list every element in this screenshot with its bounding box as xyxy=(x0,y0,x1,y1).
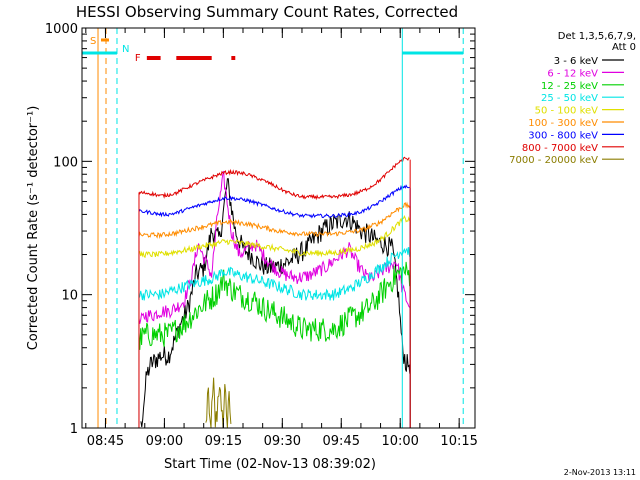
y-tick-label: 10 xyxy=(61,289,78,304)
legend-title: Det 1,3,5,6,7,9, xyxy=(558,31,636,42)
x-tick-label: 09:45 xyxy=(323,434,360,449)
series-line xyxy=(138,261,411,350)
saa-label: S xyxy=(90,36,96,47)
series-layer xyxy=(138,156,411,429)
chart-title: HESSI Observing Summary Count Rates, Cor… xyxy=(76,3,458,21)
series-line xyxy=(140,178,411,428)
series-line xyxy=(138,246,411,301)
y-tick-label: 100 xyxy=(53,155,78,170)
series-line xyxy=(138,215,411,259)
series-line xyxy=(138,184,410,219)
series-line xyxy=(138,201,411,240)
legend-label: 6 - 12 keV xyxy=(547,68,598,79)
x-axis: 08:45 09:00 09:15 09:30 09:45 10:00 10:15 xyxy=(85,28,478,449)
legend-label: 7000 - 20000 keV xyxy=(509,155,598,166)
series-line xyxy=(138,156,410,201)
x-tick-label: 09:30 xyxy=(264,434,301,449)
y-tick-label: 1000 xyxy=(45,22,78,37)
footer-date: 2-Nov-2013 13:11 xyxy=(564,468,636,477)
legend-label: 100 - 300 keV xyxy=(528,118,598,129)
x-tick-label: 10:00 xyxy=(381,434,418,449)
x-tick-label: 09:15 xyxy=(205,434,242,449)
legend-label: 12 - 25 keV xyxy=(541,81,598,92)
y-axis-label: Corrected Count Rate (s⁻¹ detector⁻¹) xyxy=(26,106,41,351)
legend-label: 50 - 100 keV xyxy=(535,106,599,117)
x-tick-label: 09:00 xyxy=(146,434,183,449)
legend-label: 25 - 50 keV xyxy=(541,93,598,104)
x-tick-label: 08:45 xyxy=(87,434,124,449)
y-tick-label: 1 xyxy=(70,422,78,437)
series-line xyxy=(205,377,232,429)
y-axis: 1 10 100 1000 xyxy=(45,22,475,437)
night-label: N xyxy=(122,44,129,55)
flare-label: F xyxy=(135,53,141,64)
plot-frame xyxy=(81,27,476,429)
x-tick-label: 10:15 xyxy=(440,434,477,449)
legend-title: Att 0 xyxy=(612,42,636,53)
legend-label: 3 - 6 keV xyxy=(554,56,598,67)
legend-label: 300 - 800 keV xyxy=(528,130,598,141)
legend-label: 800 - 7000 keV xyxy=(522,143,598,154)
x-axis-label: Start Time (02-Nov-13 08:39:02) xyxy=(164,457,376,472)
annotation-layer: S NF xyxy=(82,28,464,428)
